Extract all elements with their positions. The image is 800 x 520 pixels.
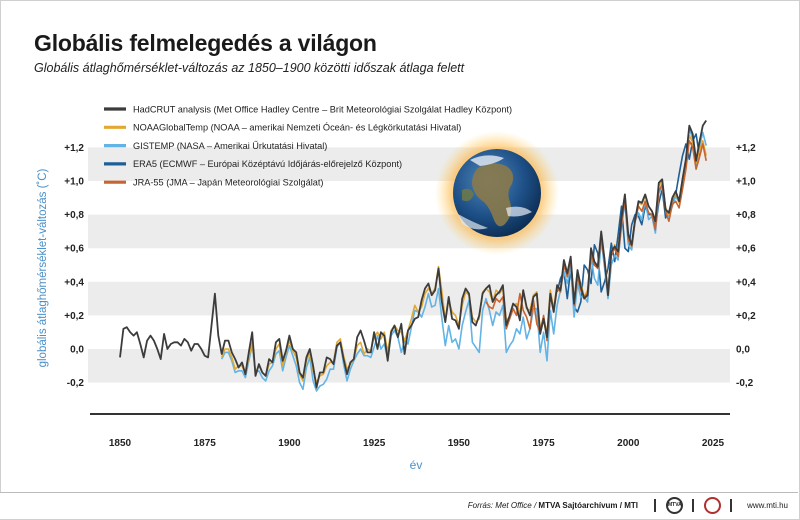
y-tick-label-left: +0,8 [64, 210, 84, 221]
mti-logo [704, 497, 721, 514]
source-org: MTVA Sajtóarchívum / MTI [538, 501, 638, 510]
y-tick-label-right: +0,8 [736, 210, 756, 221]
y-tick-label-left: +0,6 [64, 244, 84, 255]
website-url: www.mti.hu [747, 501, 788, 510]
source-credit: Forrás: Met Office / MTVA Sajtóarchívum … [468, 501, 638, 510]
y-tick-label-right: +0,6 [736, 244, 756, 255]
y-tick-label-left: +1,2 [64, 143, 84, 154]
x-tick-label: 2000 [617, 438, 640, 449]
grid-band [88, 281, 730, 316]
legend-label: ERA5 (ECMWF – Európai Középtávú Időjárás… [133, 159, 402, 169]
x-tick-label: 1950 [448, 438, 471, 449]
y-tick-labels: -0,2 -0,2 0,0 0,0 +0,2 +0,2 +0,4 +0,4 +0,6 +0,6 +0… [64, 143, 756, 389]
y-tick-label-right: +1,0 [736, 177, 756, 188]
y-tick-label-right: 0,0 [736, 345, 750, 356]
x-tick-label: 1975 [532, 438, 555, 449]
x-tick-label: 2025 [702, 438, 725, 449]
series-lines [119, 120, 707, 392]
earth-globe-image [435, 131, 559, 255]
footer: Forrás: Met Office / MTVA Sajtóarchívum … [0, 492, 798, 519]
legend: HadCRUT analysis (Met Office Hadley Cent… [104, 104, 512, 188]
legend-label: HadCRUT analysis (Met Office Hadley Cent… [133, 104, 512, 114]
y-tick-label-right: +0,4 [736, 277, 756, 288]
chart-subtitle: Globális átlaghőmérséklet-változás az 18… [34, 61, 465, 75]
x-tick-label: 1900 [278, 438, 301, 449]
chart-svg: -0,2 -0,2 0,0 0,0 +0,2 +0,2 +0,4 +0,4 +0,6 +0,6 +0… [37, 104, 756, 472]
footer-separator [692, 499, 694, 512]
y-tick-label-left: 0,0 [70, 345, 84, 356]
series-line-hadcrut [119, 120, 707, 389]
y-tick-label-right: +0,2 [736, 311, 756, 322]
y-tick-label-left: +0,4 [64, 277, 84, 288]
chart-title: Globális felmelegedés a világon [34, 30, 377, 56]
x-tick-label: 1850 [109, 438, 132, 449]
y-tick-label-left: -0,2 [67, 378, 85, 389]
y-tick-label-right: +1,2 [736, 143, 756, 154]
footer-separator [730, 499, 732, 512]
grid-band [88, 147, 730, 181]
y-tick-label-left: +0,2 [64, 311, 84, 322]
legend-label: NOAAGlobalTemp (NOAA – amerikai Nemzeti … [133, 123, 461, 133]
legend-label: GISTEMP (NASA – Amerikai Űrkutatási Hiva… [133, 141, 327, 151]
x-tick-label: 1875 [194, 438, 217, 449]
x-axis-label: év [410, 458, 423, 472]
source-prefix: Forrás: Met Office / [467, 501, 539, 510]
grid-band [88, 349, 730, 383]
legend-label: JRA-55 (JMA – Japán Meteorológiai Szolgá… [133, 178, 323, 188]
x-tick-label: 1925 [363, 438, 386, 449]
y-tick-label-right: -0,2 [736, 378, 754, 389]
series-line-jra55 [485, 139, 707, 342]
background-bands [88, 147, 730, 383]
mtva-logo: MTVA [666, 497, 683, 514]
x-tick-labels: 1850 1875 1900 1925 1950 1975 2000 2025 [109, 438, 725, 449]
y-tick-label-left: +1,0 [64, 177, 84, 188]
footer-separator [654, 499, 656, 512]
y-axis-label: globális átlaghőmérséklet-változás (˚C) [37, 168, 49, 367]
